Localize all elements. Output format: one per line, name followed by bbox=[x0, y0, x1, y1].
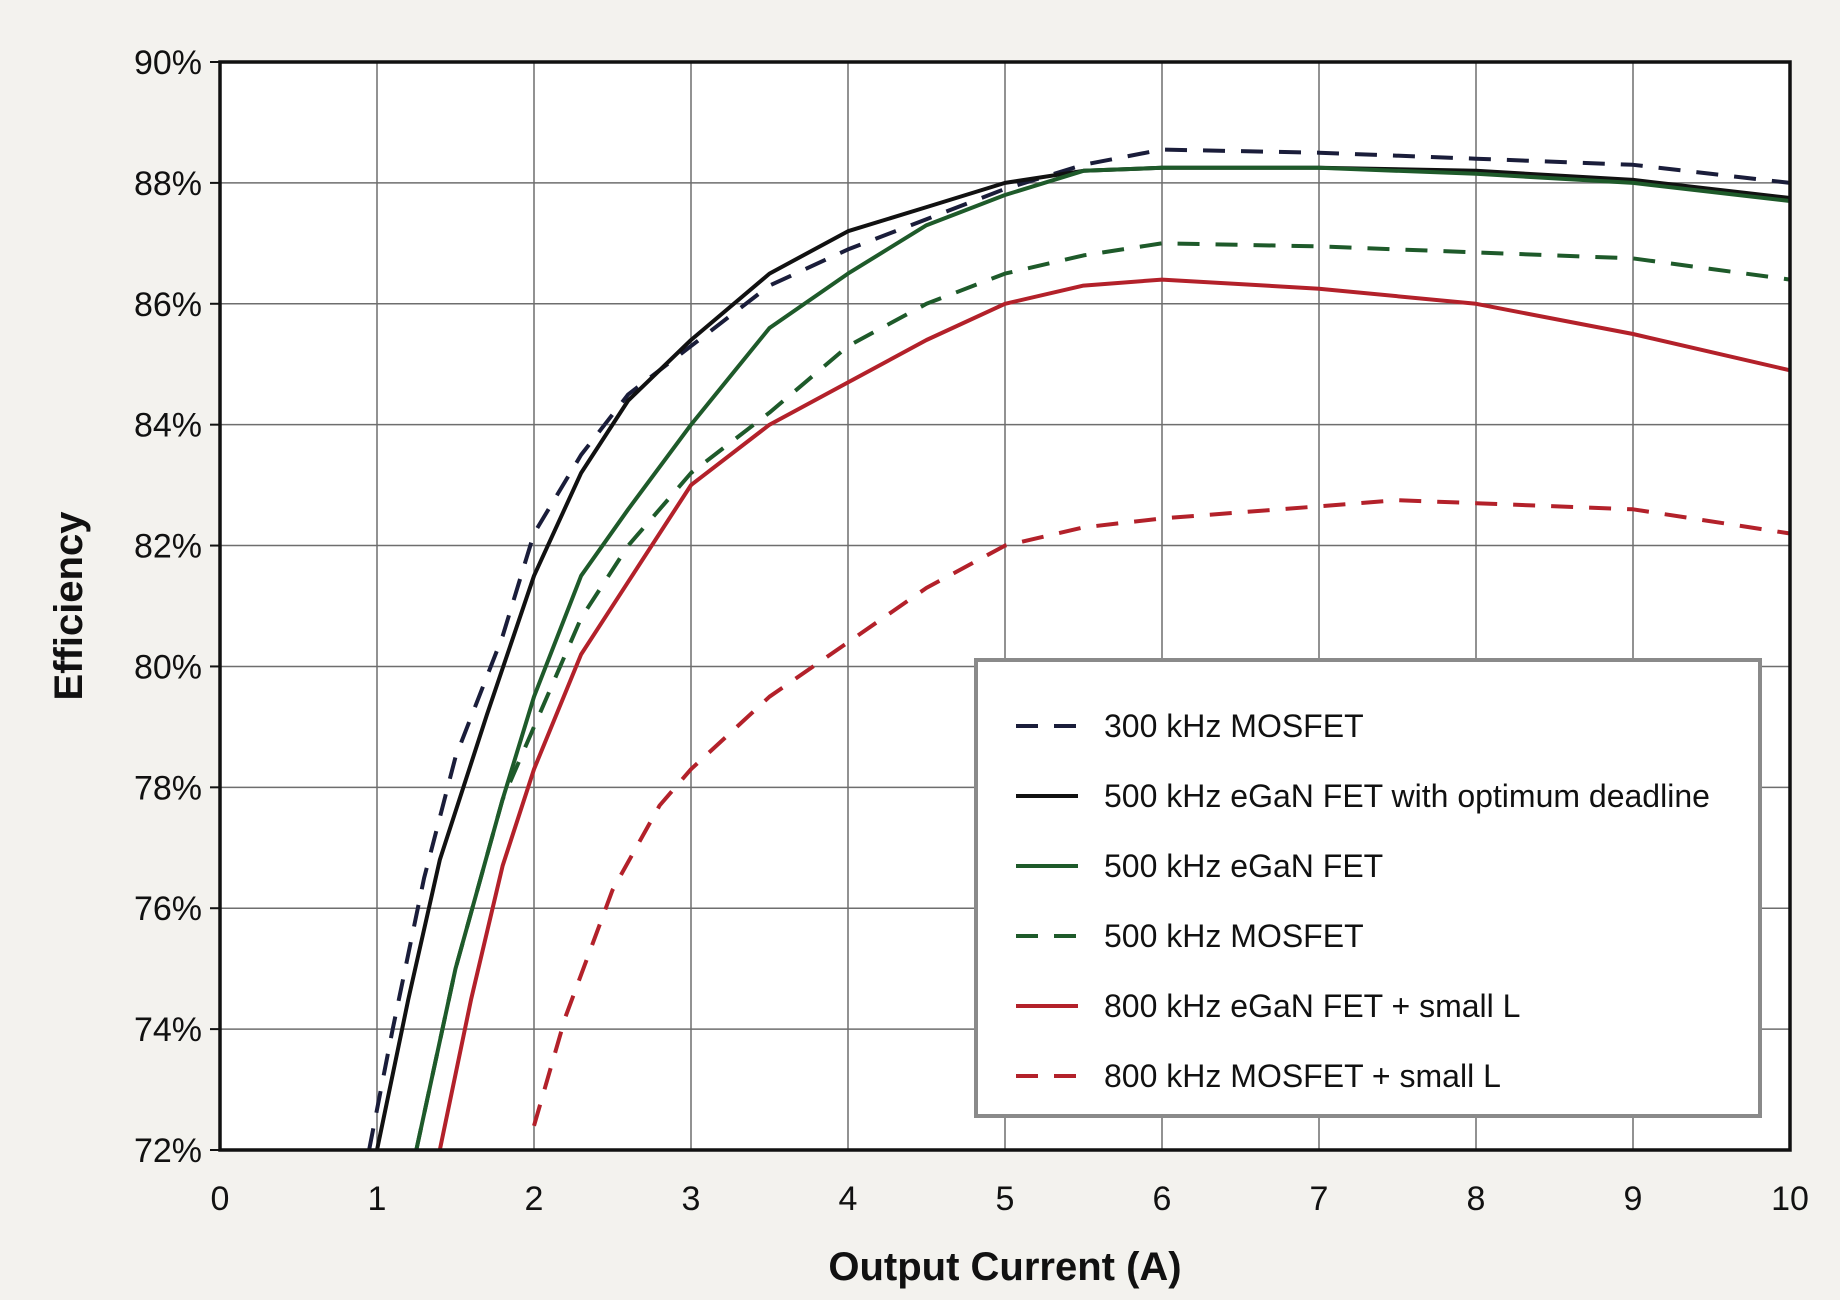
x-tick-labels: 0 1 2 3 4 5 6 7 8 9 10 bbox=[211, 1180, 1809, 1218]
y-tick-label: 82% bbox=[134, 528, 202, 566]
x-axis-title: Output Current (A) bbox=[828, 1245, 1181, 1289]
legend-label-6: 800 kHz MOSFET + small L bbox=[1104, 1058, 1501, 1094]
y-axis-title: Efficiency bbox=[47, 511, 91, 701]
plot-frame bbox=[218, 60, 1792, 1152]
y-tick-label: 78% bbox=[134, 769, 202, 807]
y-tick-label: 86% bbox=[134, 286, 202, 324]
legend-label-5: 800 kHz eGaN FET + small L bbox=[1104, 988, 1520, 1024]
x-tick-label: 9 bbox=[1624, 1180, 1643, 1218]
y-tick-label: 80% bbox=[134, 648, 202, 686]
x-tick-label: 2 bbox=[525, 1180, 544, 1218]
series-line-4 bbox=[414, 241, 1791, 1151]
y-tick-label: 84% bbox=[134, 407, 202, 445]
y-tick-label: 74% bbox=[134, 1011, 202, 1049]
x-tick-label: 6 bbox=[1153, 1180, 1172, 1218]
y-tick-label: 90% bbox=[134, 44, 202, 82]
x-tick-label: 0 bbox=[211, 1180, 230, 1218]
series-lines bbox=[367, 147, 1791, 1151]
x-tick-label: 1 bbox=[368, 1180, 387, 1218]
legend-label-4: 500 kHz MOSFET bbox=[1104, 918, 1364, 954]
x-tick-label: 10 bbox=[1771, 1180, 1809, 1218]
x-tick-label: 8 bbox=[1467, 1180, 1486, 1218]
y-tick-labels: 72% 74% 76% 78% 80% 82% 84% 86% 88% 90% bbox=[134, 44, 220, 1170]
series-line-3 bbox=[414, 165, 1791, 1151]
y-tick-label: 76% bbox=[134, 890, 202, 928]
x-tick-label: 5 bbox=[996, 1180, 1015, 1218]
y-tick-label: 72% bbox=[134, 1132, 202, 1170]
series-line-5 bbox=[437, 277, 1791, 1151]
x-tick-label: 7 bbox=[1310, 1180, 1329, 1218]
x-tick-label: 4 bbox=[839, 1180, 858, 1218]
series-line-1 bbox=[367, 147, 1791, 1151]
legend-box bbox=[974, 658, 1762, 1118]
legend-label-3: 500 kHz eGaN FET bbox=[1104, 848, 1383, 884]
legend-label-2: 500 kHz eGaN FET with optimum deadline bbox=[1104, 778, 1710, 814]
x-tick-label: 3 bbox=[682, 1180, 701, 1218]
series-line-6 bbox=[532, 498, 1791, 1127]
legend: 300 kHz MOSFET 500 kHz eGaN FET with opti… bbox=[974, 658, 1762, 1118]
y-tick-label: 88% bbox=[134, 165, 202, 203]
legend-label-1: 300 kHz MOSFET bbox=[1104, 708, 1364, 744]
